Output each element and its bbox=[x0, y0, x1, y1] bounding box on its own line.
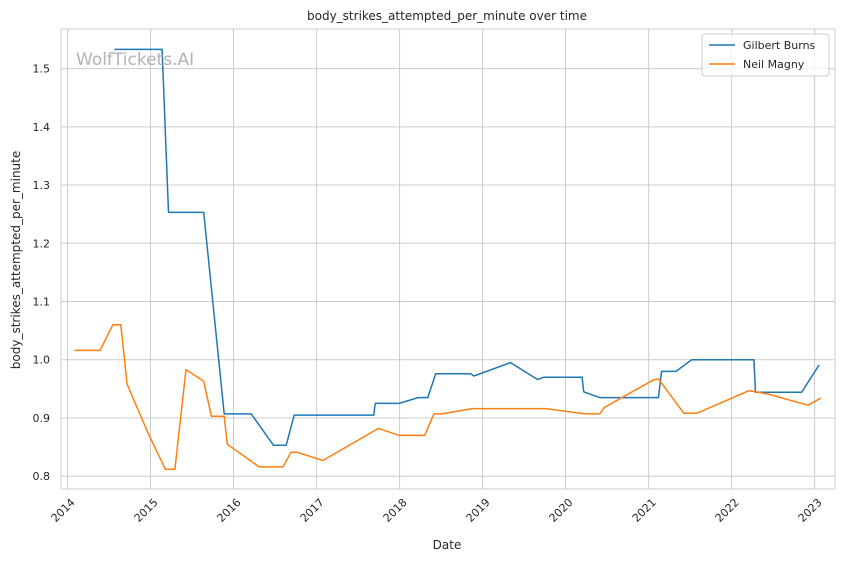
legend-label-neil-magny: Neil Magny bbox=[743, 58, 805, 71]
x-tick-label: 2021 bbox=[630, 496, 659, 525]
y-tick-label: 1.5 bbox=[33, 63, 51, 76]
y-tick-label: 1.1 bbox=[33, 296, 51, 309]
x-tick-label: 2017 bbox=[298, 496, 327, 525]
y-tick-label: 0.8 bbox=[33, 470, 51, 483]
series-line-gilbert-burns bbox=[114, 48, 820, 447]
y-tick-label: 1.0 bbox=[33, 354, 51, 367]
y-tick-label: 1.2 bbox=[33, 237, 51, 250]
legend-label-gilbert-burns: Gilbert Burns bbox=[743, 39, 816, 52]
legend: Gilbert Burns Neil Magny bbox=[701, 33, 830, 77]
chart-title: body_strikes_attempted_per_minute over t… bbox=[307, 9, 587, 23]
grid bbox=[61, 29, 835, 489]
y-tick-label: 0.9 bbox=[33, 412, 51, 425]
x-tick-label: 2019 bbox=[464, 496, 493, 525]
x-tick-label: 2018 bbox=[381, 496, 410, 525]
x-tick-label: 2016 bbox=[215, 496, 244, 525]
x-tick-label: 2014 bbox=[49, 496, 78, 525]
x-tick-label: 2020 bbox=[547, 496, 576, 525]
series-lines bbox=[74, 48, 822, 470]
y-axis-label: body_strikes_attempted_per_minute bbox=[9, 151, 23, 369]
x-axis-label: Date bbox=[433, 538, 462, 552]
series-line-neil-magny bbox=[74, 324, 822, 470]
x-tick-label: 2015 bbox=[132, 496, 161, 525]
y-tick-label: 1.3 bbox=[33, 179, 51, 192]
tick-labels: 2014 2015 2016 2017 2018 2019 2020 2021 2022 2023… bbox=[33, 63, 825, 525]
x-tick-label: 2023 bbox=[796, 496, 825, 525]
y-tick-label: 1.4 bbox=[33, 121, 51, 134]
x-tick-label: 2022 bbox=[713, 496, 742, 525]
watermark-text: WolfTickets.AI bbox=[76, 50, 194, 70]
plot-frame bbox=[60, 28, 836, 490]
